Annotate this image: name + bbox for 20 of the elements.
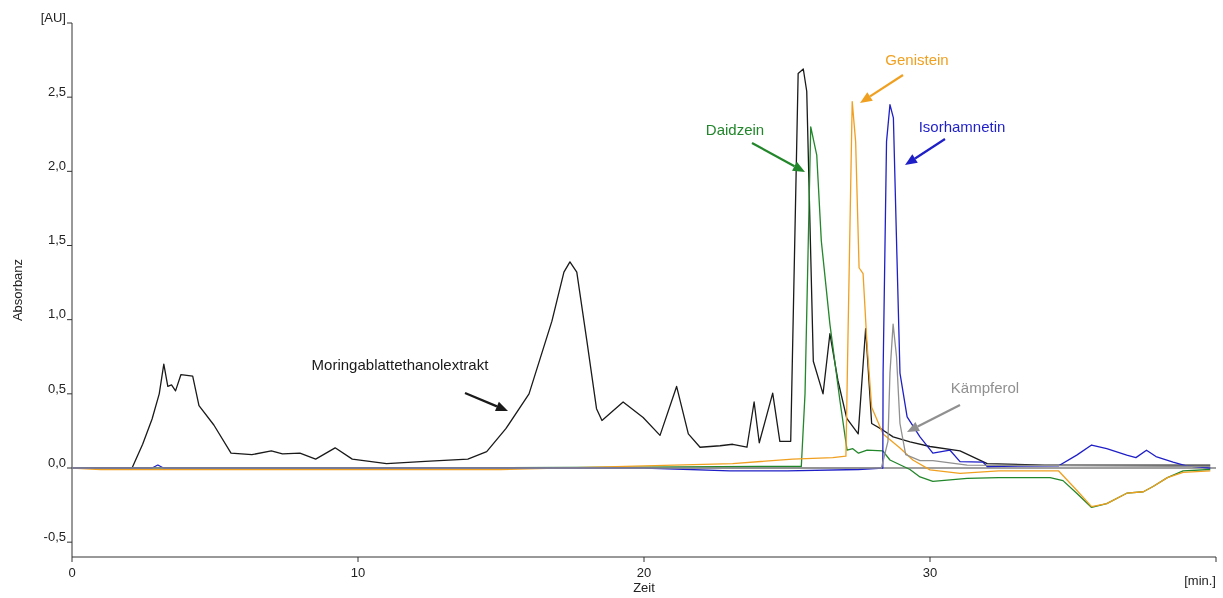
text: [min.] (1184, 573, 1216, 588)
y-tick-label: [AU] (40, 9, 66, 25)
y-tick-label: 1,0 (47, 306, 66, 322)
y-axis-title: Absorbanz (10, 258, 25, 322)
y-tick-label: -0,5 (43, 528, 66, 544)
x-tick-label: 0 (68, 565, 76, 580)
y-tick-label: 0,5 (47, 380, 66, 396)
text: Daidzein (705, 121, 765, 138)
y-tick-label: 2,5 (47, 83, 66, 99)
x-tick-label: 10 (350, 565, 366, 580)
text: Moringablattethanolextrakt (311, 356, 490, 373)
y-tick-label: 1,5 (47, 232, 66, 248)
x-tick-label: 20 (636, 565, 652, 580)
text: Genistein (885, 51, 949, 68)
y-tick-label: 2,0 (47, 158, 66, 174)
y-tick-label: 0,0 (47, 454, 66, 470)
series-label: Isorhamnetin (918, 118, 1006, 135)
x-axis-title: Zeit (633, 580, 656, 595)
text: Kämpferol (950, 379, 1020, 396)
x-tick-label: 30 (922, 565, 938, 580)
